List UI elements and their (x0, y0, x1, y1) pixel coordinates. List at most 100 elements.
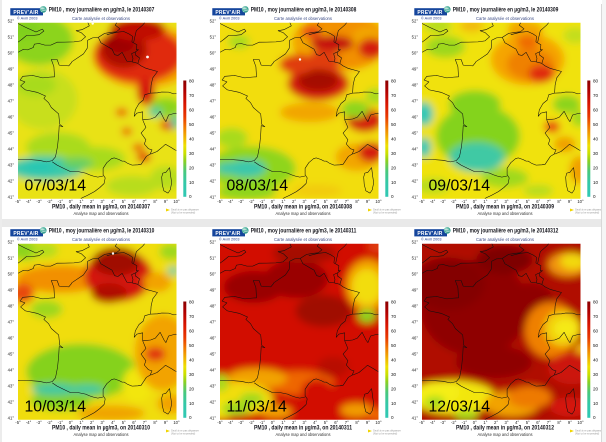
svg-text:7°: 7° (143, 199, 147, 204)
svg-text:© Avril 2003: © Avril 2003 (421, 16, 441, 20)
svg-text:5°: 5° (324, 420, 328, 425)
svg-text:20: 20 (593, 386, 599, 391)
svg-text:49°: 49° (8, 66, 15, 71)
svg-text:PM10 , daily mean in µg/m3, on: PM10 , daily mean in µg/m3, on 20140310 (52, 426, 151, 432)
svg-text:42°: 42° (210, 178, 217, 183)
svg-text:8°: 8° (557, 420, 561, 425)
svg-text:42°: 42° (8, 399, 15, 404)
svg-text:08/03/14: 08/03/14 (227, 178, 289, 195)
svg-text:51°: 51° (8, 255, 15, 260)
svg-text:51°: 51° (412, 255, 419, 260)
svg-text:7°: 7° (547, 420, 551, 425)
svg-text:10°: 10° (173, 420, 180, 425)
svg-text:Seuil à ne pas dépasser: Seuil à ne pas dépasser (171, 429, 199, 433)
svg-text:PM10 , moy journalière en µg/m: PM10 , moy journalière en µg/m3, le 2014… (251, 228, 357, 235)
svg-text:PM10 , daily mean in µg/m3, on: PM10 , daily mean in µg/m3, on 20140307 (52, 205, 151, 211)
svg-text:0°: 0° (473, 199, 477, 204)
svg-text:50°: 50° (412, 271, 419, 276)
svg-text:45°: 45° (8, 351, 15, 356)
svg-text:6°: 6° (334, 199, 338, 204)
svg-text:-5°: -5° (15, 420, 21, 425)
svg-text:48°: 48° (412, 82, 419, 87)
svg-text:-4°: -4° (430, 199, 436, 204)
svg-text:50: 50 (593, 343, 599, 348)
svg-text:Carte analysée et observations: Carte analysée et observations (274, 16, 332, 21)
svg-text:70: 70 (391, 93, 397, 98)
svg-text:-2°: -2° (47, 420, 53, 425)
svg-text:60: 60 (189, 108, 195, 113)
svg-text:-4°: -4° (26, 420, 32, 425)
svg-text:3°: 3° (504, 199, 508, 204)
svg-text:47°: 47° (210, 98, 217, 103)
svg-text:52°: 52° (412, 239, 419, 244)
svg-text:60: 60 (391, 108, 397, 113)
svg-text:42°: 42° (412, 399, 419, 404)
svg-text:© Avril 2003: © Avril 2003 (17, 237, 37, 241)
svg-text:7°: 7° (345, 420, 349, 425)
svg-text:9°: 9° (366, 420, 370, 425)
svg-text:(Not to be exceeded): (Not to be exceeded) (171, 211, 195, 215)
svg-text:Carte analysée et observations: Carte analysée et observations (476, 237, 534, 242)
svg-text:41°: 41° (412, 194, 419, 199)
svg-text:50°: 50° (210, 50, 217, 55)
svg-text:47°: 47° (210, 319, 217, 324)
svg-text:46°: 46° (412, 114, 419, 119)
svg-text:Seuil à ne pas dépasser: Seuil à ne pas dépasser (373, 429, 401, 433)
svg-text:(Not to be exceeded): (Not to be exceeded) (575, 432, 599, 436)
svg-text:40: 40 (189, 136, 195, 141)
svg-text:46°: 46° (8, 114, 15, 119)
svg-text:5°: 5° (324, 199, 328, 204)
svg-text:41°: 41° (210, 194, 217, 199)
svg-text:70: 70 (391, 314, 397, 319)
svg-text:10: 10 (593, 180, 599, 185)
svg-text:30: 30 (593, 372, 599, 377)
svg-text:80: 80 (593, 79, 599, 84)
svg-text:48°: 48° (210, 82, 217, 87)
svg-text:20: 20 (189, 386, 195, 391)
svg-text:70: 70 (189, 314, 195, 319)
svg-text:(Not to be exceeded): (Not to be exceeded) (373, 432, 397, 436)
svg-text:Carte analysée et observations: Carte analysée et observations (72, 16, 130, 21)
svg-text:45°: 45° (412, 130, 419, 135)
svg-text:-5°: -5° (15, 199, 21, 204)
svg-text:-2°: -2° (451, 199, 457, 204)
svg-text:5°: 5° (122, 420, 126, 425)
svg-text:-1°: -1° (462, 199, 468, 204)
svg-text:46°: 46° (412, 335, 419, 340)
svg-text:-5°: -5° (217, 420, 223, 425)
svg-text:80: 80 (189, 79, 195, 84)
svg-text:52°: 52° (8, 239, 15, 244)
svg-text:-3°: -3° (440, 420, 446, 425)
svg-text:10°: 10° (375, 199, 382, 204)
svg-text:4°: 4° (313, 199, 317, 204)
svg-text:70: 70 (593, 314, 599, 319)
svg-text:43°: 43° (210, 383, 217, 388)
svg-text:40: 40 (189, 357, 195, 362)
svg-text:47°: 47° (8, 319, 15, 324)
svg-text:Seuil à ne pas dépasser: Seuil à ne pas dépasser (171, 208, 199, 212)
svg-text:10: 10 (391, 401, 397, 406)
svg-text:4°: 4° (515, 199, 519, 204)
svg-text:09/03/14: 09/03/14 (429, 178, 491, 195)
svg-text:PM10 , daily mean in µg/m3, on: PM10 , daily mean in µg/m3, on 20140312 (456, 426, 555, 432)
svg-text:60: 60 (593, 329, 599, 334)
svg-text:50°: 50° (8, 271, 15, 276)
svg-text:0°: 0° (69, 199, 73, 204)
svg-text:8°: 8° (153, 199, 157, 204)
svg-text:© Avril 2003: © Avril 2003 (17, 16, 37, 20)
svg-text:PM10 , daily mean in µg/m3, on: PM10 , daily mean in µg/m3, on 20140309 (456, 205, 555, 211)
svg-text:30: 30 (593, 151, 599, 156)
svg-text:-4°: -4° (430, 420, 436, 425)
svg-text:40: 40 (593, 357, 599, 362)
svg-text:2°: 2° (90, 199, 94, 204)
svg-text:0°: 0° (271, 199, 275, 204)
svg-text:10°: 10° (375, 420, 382, 425)
svg-text:52°: 52° (210, 239, 217, 244)
svg-text:52°: 52° (412, 18, 419, 23)
svg-text:46°: 46° (210, 335, 217, 340)
svg-text:Carte analysée et observations: Carte analysée et observations (72, 237, 130, 242)
svg-text:9°: 9° (568, 420, 572, 425)
svg-text:-5°: -5° (419, 199, 425, 204)
svg-text:12/03/14: 12/03/14 (429, 399, 491, 416)
svg-text:70: 70 (189, 93, 195, 98)
